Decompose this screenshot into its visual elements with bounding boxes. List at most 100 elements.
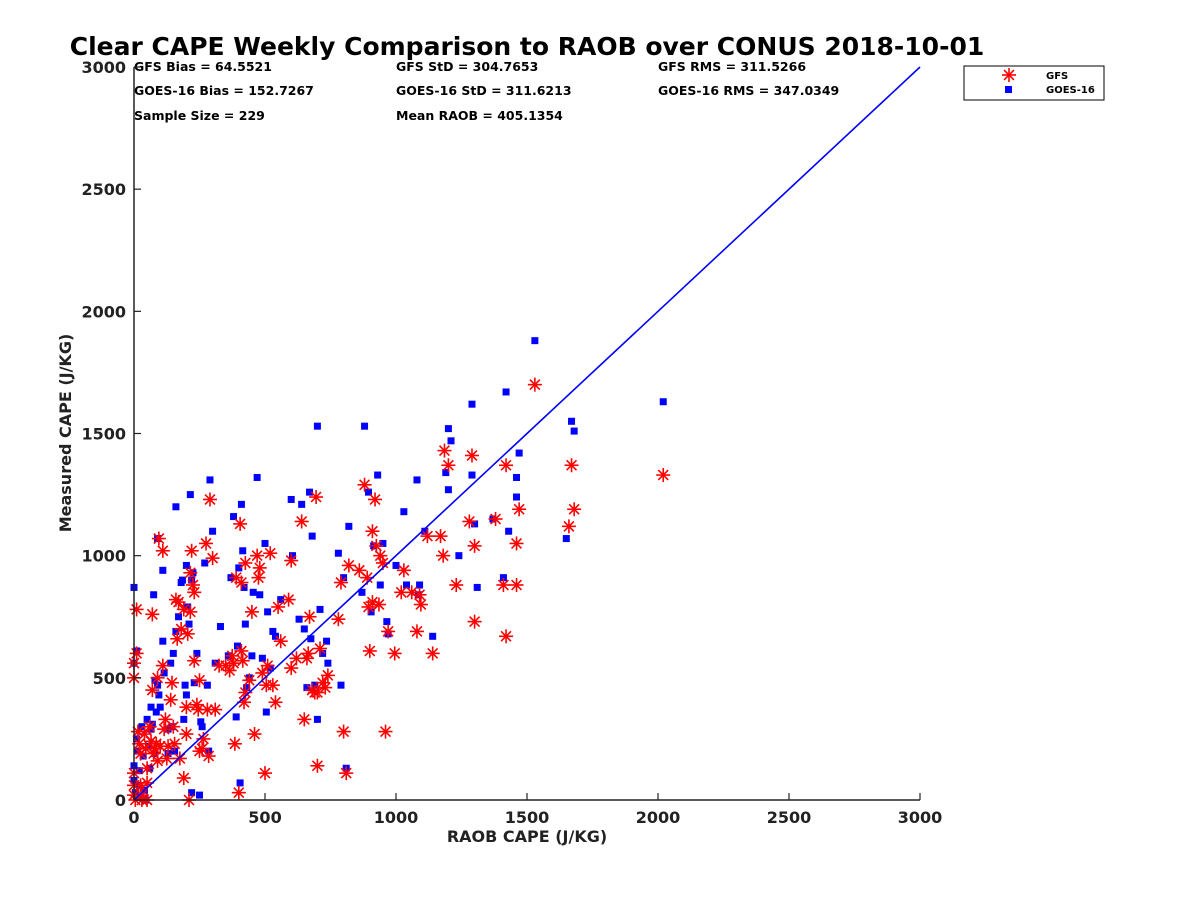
gfs-data-point — [155, 543, 170, 558]
goes-data-point — [513, 493, 521, 501]
gfs-data-point — [150, 670, 165, 685]
gfs-data-point — [166, 719, 181, 734]
goes-data-point — [531, 337, 539, 345]
gfs-data-point — [273, 634, 288, 649]
goes-data-point — [659, 398, 667, 406]
gfs-std-text: GFS StD = 304.7653 — [396, 59, 538, 74]
goes-data-point — [303, 684, 311, 692]
gfs-data-point — [187, 585, 202, 600]
gfs-data-point — [208, 702, 223, 717]
gfs-data-point — [222, 663, 237, 678]
y-tick-label: 2000 — [81, 302, 126, 321]
goes-rms-text: GOES-16 RMS = 347.0349 — [658, 83, 839, 98]
goes-data-point — [277, 596, 285, 604]
gfs-data-point — [378, 724, 393, 739]
gfs-data-point — [496, 577, 511, 592]
gfs-data-point — [464, 448, 479, 463]
goes-data-point — [190, 679, 198, 687]
gfs-data-point — [499, 458, 514, 473]
gfs-data-point — [263, 546, 278, 561]
gfs-data-point — [184, 543, 199, 558]
gfs-data-point — [129, 646, 144, 661]
gfs-data-point — [205, 551, 220, 566]
goes-data-point — [447, 437, 455, 445]
goes-data-point — [188, 576, 196, 584]
gfs-data-point — [499, 629, 514, 644]
goes-data-point — [258, 654, 266, 662]
gfs-data-point — [179, 727, 194, 742]
stats-panel: GFS Bias = 64.5521 GFS StD = 304.7653 GF… — [134, 59, 839, 123]
y-axis-label: Measured CAPE (J/KG) — [56, 334, 75, 533]
gfs-data-point — [339, 766, 354, 781]
goes-data-point — [182, 691, 190, 699]
gfs-data-point — [281, 592, 296, 607]
x-tick-label: 1500 — [505, 808, 550, 827]
goes-data-point — [159, 637, 167, 645]
goes-data-point — [473, 583, 481, 591]
legend-gfs-marker — [1002, 68, 1016, 82]
goes-data-point — [515, 449, 523, 457]
gfs-data-point — [271, 599, 286, 614]
gfs-data-point — [187, 653, 202, 668]
goes-data-point — [240, 583, 248, 591]
goes-data-point — [413, 476, 421, 484]
goes-data-point — [154, 681, 162, 689]
gfs-data-point — [656, 468, 671, 483]
goes-data-point — [442, 469, 450, 477]
gfs-data-point — [313, 641, 328, 656]
goes-data-point — [383, 618, 391, 626]
goes-data-point — [216, 623, 224, 631]
goes-data-point — [172, 503, 180, 511]
gfs-data-point — [183, 604, 198, 619]
goes-data-point — [313, 422, 321, 430]
goes-data-point — [232, 713, 240, 721]
gfs-data-point — [561, 519, 576, 534]
gfs-data-point — [142, 719, 157, 734]
goes-data-point — [185, 620, 193, 628]
gfs-bias-text: GFS Bias = 64.5521 — [134, 59, 272, 74]
gfs-data-point — [183, 565, 198, 580]
goes-data-point — [188, 789, 196, 797]
goes-data-point — [429, 632, 437, 640]
goes-data-point — [337, 681, 345, 689]
gfs-data-point — [171, 595, 186, 610]
goes-data-point — [562, 535, 570, 543]
goes-data-point — [499, 574, 507, 582]
goes-data-point — [468, 471, 476, 479]
gfs-data-point — [341, 558, 356, 573]
x-axis-label: RAOB CAPE (J/KG) — [447, 827, 607, 846]
goes-data-point — [505, 527, 513, 535]
goes-data-point — [374, 471, 382, 479]
goes-data-point — [243, 684, 251, 692]
goes-data-point — [248, 652, 256, 660]
gfs-data-point — [145, 683, 160, 698]
goes-std-text: GOES-16 StD = 311.6213 — [396, 83, 572, 98]
goes-data-point — [421, 527, 429, 535]
gfs-data-point — [437, 443, 452, 458]
goes-data-point — [160, 669, 168, 677]
goes-data-point — [156, 703, 164, 711]
gfs-data-point — [512, 502, 527, 517]
gfs-data-point — [488, 512, 503, 527]
gfs-data-point — [163, 692, 178, 707]
reference-line-layer — [133, 66, 921, 801]
gfs-data-point — [284, 661, 299, 676]
gfs-data-point — [231, 785, 246, 800]
gfs-data-point — [129, 602, 144, 617]
gfs-data-point — [362, 643, 377, 658]
goes-data-point — [198, 723, 206, 731]
goes-data-point — [367, 608, 375, 616]
gfs-data-point — [413, 597, 428, 612]
goes-data-point — [178, 576, 186, 584]
gfs-data-point — [167, 736, 182, 751]
gfs-data-point — [394, 585, 409, 600]
gfs-data-point — [467, 538, 482, 553]
gfs-data-point — [365, 524, 380, 539]
data-points-layer — [127, 337, 671, 807]
goes-data-point — [164, 750, 172, 758]
goes-data-point — [201, 559, 209, 567]
goes-data-point — [289, 552, 297, 560]
gfs-data-point — [145, 607, 160, 622]
gfs-data-point — [297, 712, 312, 727]
